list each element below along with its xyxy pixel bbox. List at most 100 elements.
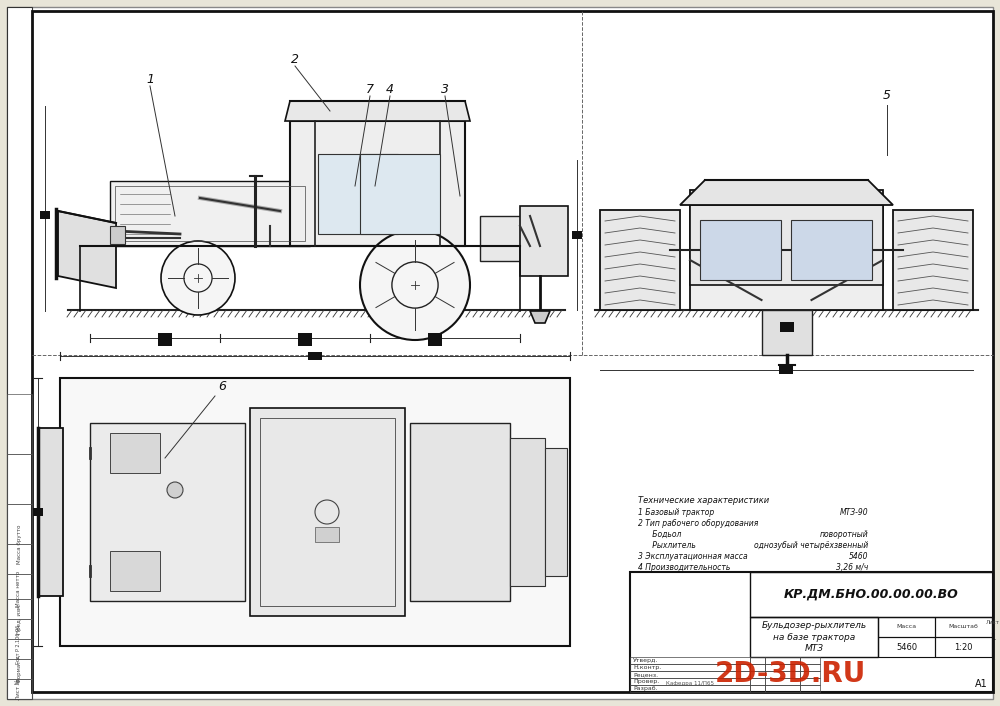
Bar <box>765 664 800 671</box>
Text: Утверд.: Утверд. <box>633 658 658 663</box>
Bar <box>158 336 172 346</box>
Bar <box>750 572 993 617</box>
Bar <box>878 637 935 657</box>
Text: 4 Производительность: 4 Производительность <box>638 563 730 572</box>
Text: 5460: 5460 <box>896 642 917 652</box>
Text: однозубый четырёхзвенный: однозубый четырёхзвенный <box>754 541 868 550</box>
Bar <box>690 190 883 310</box>
Bar <box>7 504 32 544</box>
Text: 3,26 м/ч: 3,26 м/ч <box>836 563 868 572</box>
Bar <box>630 657 750 664</box>
Bar <box>800 671 820 678</box>
Bar <box>7 574 32 599</box>
Bar <box>40 211 50 219</box>
Bar <box>545 448 567 576</box>
Text: 7: 7 <box>366 83 374 96</box>
Bar <box>360 154 440 234</box>
Bar <box>250 408 405 616</box>
Text: А1: А1 <box>975 679 988 689</box>
Bar <box>110 181 310 246</box>
Bar <box>765 671 800 678</box>
Bar <box>110 551 160 591</box>
Bar <box>510 438 545 586</box>
Bar <box>800 664 820 671</box>
Bar <box>38 428 63 596</box>
Text: МТЗ-90: МТЗ-90 <box>839 508 868 517</box>
Bar <box>630 685 750 692</box>
Bar <box>60 378 570 646</box>
Text: 1: 1 <box>146 73 154 86</box>
Bar <box>762 310 812 355</box>
Text: Формат А: Формат А <box>16 655 22 683</box>
Bar <box>428 333 442 343</box>
Bar <box>750 685 765 692</box>
Bar <box>750 617 878 657</box>
Text: 1: 1 <box>990 633 995 642</box>
Bar <box>115 186 305 241</box>
Bar <box>630 671 750 678</box>
Bar <box>7 679 32 699</box>
Bar <box>33 508 43 516</box>
Text: 3: 3 <box>441 83 449 96</box>
Text: 1:20: 1:20 <box>954 642 973 652</box>
Bar <box>630 664 750 671</box>
Bar <box>260 418 395 606</box>
Text: 2: 2 <box>291 53 299 66</box>
Text: 4: 4 <box>386 83 394 96</box>
Bar <box>935 637 992 657</box>
Text: Масса нетто: Масса нетто <box>16 571 22 607</box>
Bar <box>572 231 582 239</box>
Bar <box>800 657 820 664</box>
Bar <box>7 639 32 659</box>
Circle shape <box>360 230 470 340</box>
Bar <box>7 394 32 454</box>
Bar <box>893 210 973 310</box>
Bar <box>410 423 510 601</box>
Text: Масса брутто: Масса брутто <box>16 525 22 564</box>
Text: Реценз.: Реценз. <box>633 672 658 677</box>
Polygon shape <box>680 180 893 205</box>
Bar <box>7 7 32 699</box>
Text: Разраб.: Разраб. <box>633 686 658 691</box>
Bar <box>290 121 465 246</box>
Text: поворотный: поворотный <box>819 530 868 539</box>
Bar <box>935 617 992 637</box>
Bar <box>630 678 750 685</box>
Bar <box>318 154 398 234</box>
Bar <box>7 619 32 639</box>
Bar <box>791 220 872 280</box>
Bar <box>7 599 32 619</box>
Bar <box>520 206 568 276</box>
Bar <box>315 527 339 542</box>
Bar <box>7 454 32 504</box>
Bar <box>428 336 442 346</box>
Bar <box>7 544 32 574</box>
Circle shape <box>161 241 235 315</box>
Bar <box>298 336 312 346</box>
Text: Гост Р 2.106-96: Гост Р 2.106-96 <box>16 624 22 664</box>
Bar <box>308 352 322 360</box>
Text: Лист №: Лист № <box>16 678 22 700</box>
Bar <box>700 220 781 280</box>
Bar <box>765 657 800 664</box>
Bar <box>750 664 765 671</box>
Text: Масштаб: Масштаб <box>949 625 978 630</box>
Text: Н.контр.: Н.контр. <box>633 665 661 670</box>
Bar <box>765 685 800 692</box>
Bar <box>600 210 680 310</box>
Text: Бульдозер-рыхлитель
на базе трактора
МТЗ: Бульдозер-рыхлитель на базе трактора МТЗ <box>761 621 867 653</box>
Circle shape <box>167 482 183 498</box>
Bar <box>992 617 993 657</box>
Bar <box>110 226 125 244</box>
Bar <box>800 685 820 692</box>
Text: 5: 5 <box>883 89 891 102</box>
Text: Масса: Масса <box>896 625 917 630</box>
Text: 1 Базовый трактор: 1 Базовый трактор <box>638 508 714 517</box>
Bar <box>750 657 765 664</box>
Bar <box>158 333 172 343</box>
Text: Рыхлитель: Рыхлитель <box>638 541 696 550</box>
Text: Провер.: Провер. <box>633 679 659 684</box>
Bar <box>750 671 765 678</box>
Text: 6: 6 <box>218 380 226 393</box>
Text: 3 Эксплуатационная масса: 3 Эксплуатационная масса <box>638 552 748 561</box>
